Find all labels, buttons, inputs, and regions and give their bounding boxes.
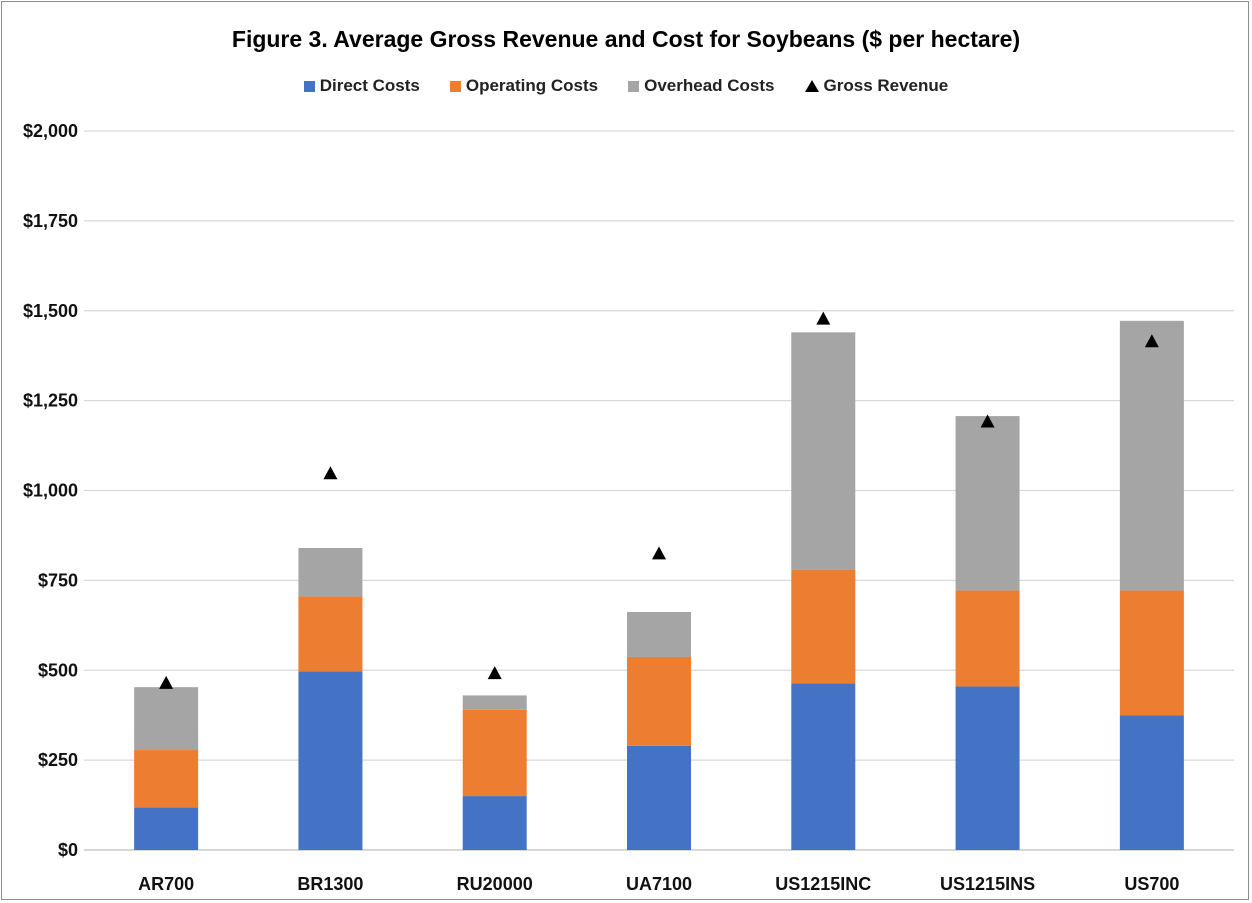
legend-item-operating-costs: Operating Costs	[449, 76, 599, 96]
legend-item-direct-costs: Direct Costs	[303, 76, 420, 96]
x-tick-label: BR1300	[297, 874, 363, 894]
bar-overhead-costs	[1119, 320, 1184, 591]
x-tick-label: US1215INS	[940, 874, 1035, 894]
y-tick-label: $1,000	[23, 481, 78, 501]
x-tick-label: AR700	[138, 874, 194, 894]
gross-revenue-markers	[159, 311, 1159, 689]
bar-operating-costs	[955, 590, 1020, 687]
y-tick-label: $1,250	[23, 391, 78, 411]
gross-revenue-marker	[1144, 334, 1159, 348]
y-tick-label: $2,000	[23, 121, 78, 141]
x-tick-label: UA7100	[626, 874, 692, 894]
x-axis-ticks: AR700 BR1300 RU20000 UA7100 US1215INC US1215I…	[138, 874, 1179, 894]
bar-overhead-costs	[462, 695, 527, 710]
bar-operating-costs	[1119, 590, 1184, 716]
chart-title: Figure 3. Average Gross Revenue and Cost…	[231, 26, 1021, 52]
x-tick-label: RU20000	[457, 874, 533, 894]
bar-direct-costs	[462, 796, 527, 850]
legend-swatch-overhead-costs	[628, 80, 640, 92]
bar-operating-costs	[791, 569, 856, 684]
chart-legend: Direct Costs Operating Costs Overhead Co…	[0, 76, 1252, 96]
y-tick-label: $1,500	[23, 301, 78, 321]
y-axis-ticks: $0 $250 $500 $750 $1,000 $1,250 $1,500 $1,750 $2…	[23, 121, 78, 860]
bar-direct-costs	[791, 683, 856, 850]
legend-item-overhead-costs: Overhead Costs	[628, 76, 775, 96]
bar-overhead-costs	[134, 687, 199, 751]
gross-revenue-marker	[816, 311, 831, 325]
y-tick-label: $500	[38, 660, 78, 680]
bar-operating-costs	[462, 709, 527, 797]
gross-revenue-marker	[980, 414, 995, 428]
legend-label-overhead-costs: Overhead Costs	[644, 76, 775, 95]
y-tick-label: $0	[58, 840, 78, 860]
legend-label-gross-revenue: Gross Revenue	[823, 76, 949, 95]
x-tick-label: US1215INC	[775, 874, 871, 894]
legend-triangle-icon	[804, 80, 819, 92]
legend-label-direct-costs: Direct Costs	[319, 76, 420, 95]
y-tick-label: $1,750	[23, 211, 78, 231]
bar-operating-costs	[134, 750, 199, 808]
bar-direct-costs	[298, 671, 363, 850]
bar-direct-costs	[1119, 715, 1184, 850]
bar-overhead-costs	[955, 416, 1020, 591]
bar-direct-costs	[955, 686, 1020, 850]
bar-operating-costs	[298, 596, 363, 672]
y-tick-label: $250	[38, 750, 78, 770]
gross-revenue-marker	[323, 466, 338, 480]
y-tick-label: $750	[38, 570, 78, 590]
bar-operating-costs	[627, 656, 691, 746]
legend-swatch-direct-costs	[303, 80, 315, 92]
gross-revenue-marker	[487, 666, 502, 680]
bar-direct-costs	[627, 745, 691, 850]
bar-direct-costs	[134, 807, 199, 850]
gross-revenue-marker	[159, 675, 174, 689]
bar-overhead-costs	[298, 548, 363, 597]
x-tick-label: US700	[1124, 874, 1179, 894]
bar-overhead-costs	[791, 332, 856, 570]
legend-swatch-operating-costs	[449, 80, 461, 92]
bar-overhead-costs	[627, 612, 691, 657]
bars	[134, 320, 1184, 850]
legend-item-gross-revenue: Gross Revenue	[804, 76, 949, 96]
legend-label-operating-costs: Operating Costs	[465, 76, 599, 95]
gross-revenue-marker	[652, 546, 666, 560]
